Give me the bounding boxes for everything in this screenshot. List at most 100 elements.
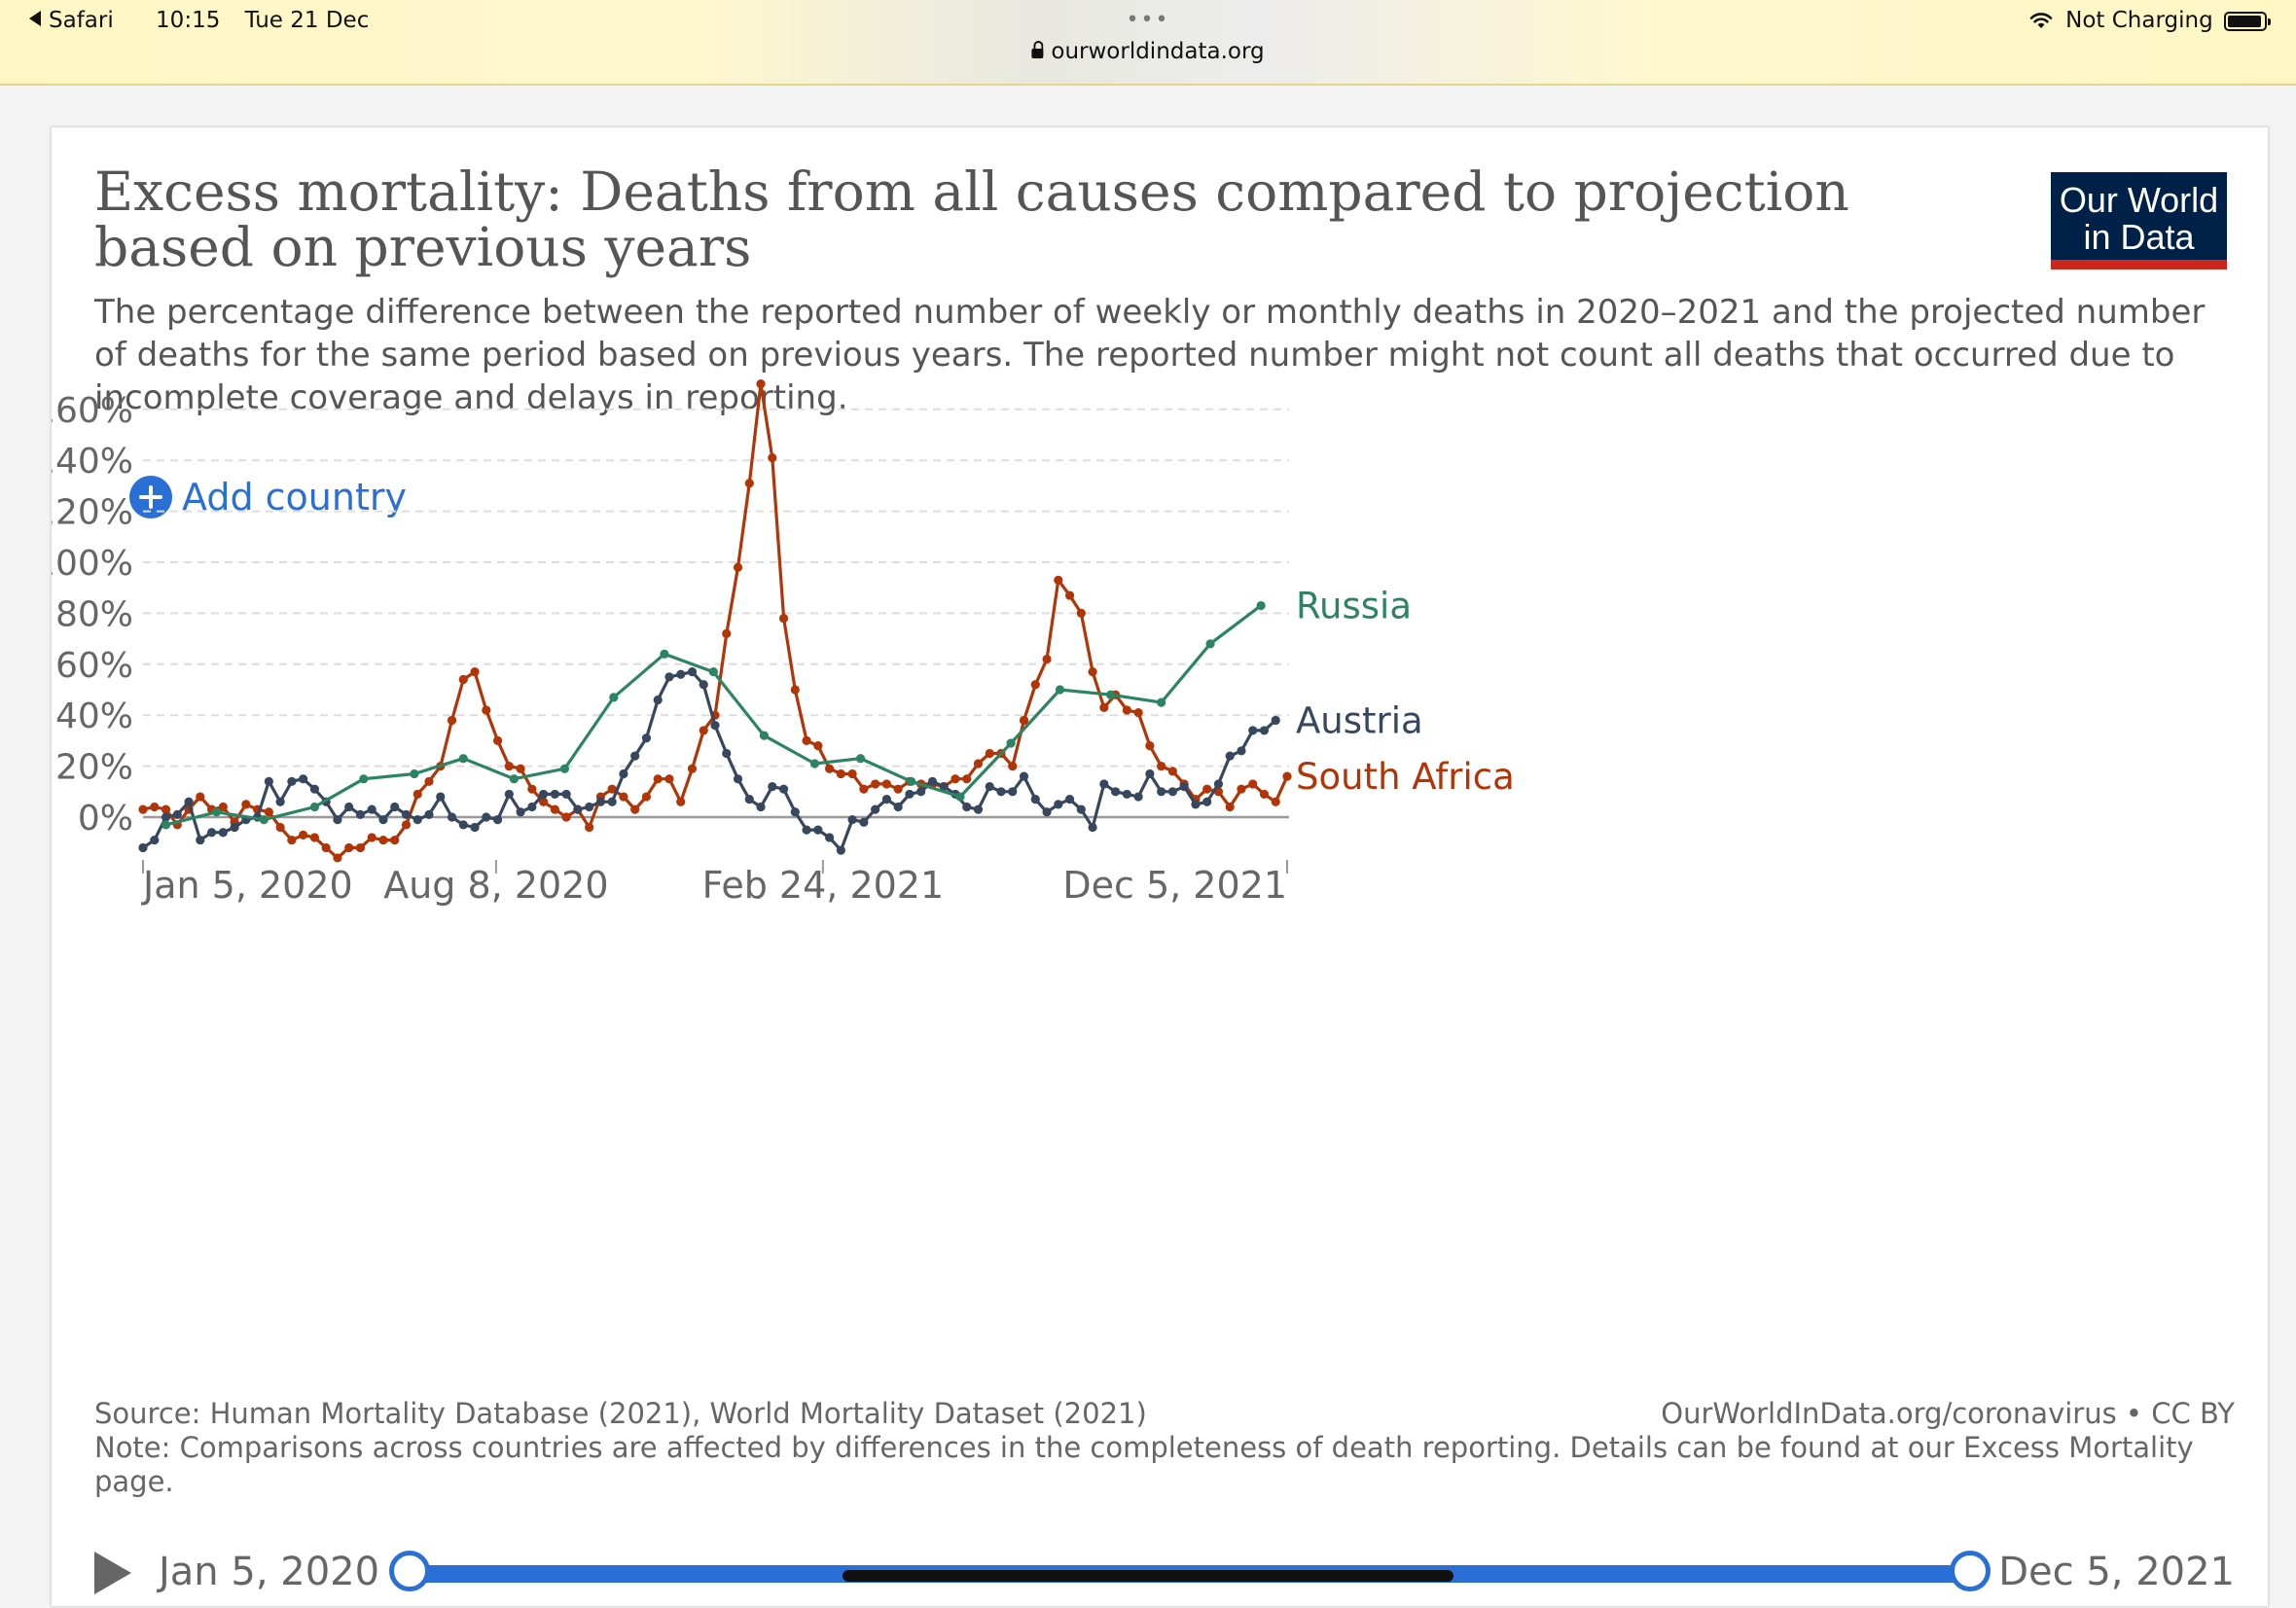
data-point bbox=[367, 804, 377, 814]
data-point bbox=[436, 792, 446, 802]
data-point bbox=[973, 759, 984, 768]
data-point bbox=[355, 809, 366, 819]
y-tick-label: 160% bbox=[52, 391, 133, 431]
data-point bbox=[1157, 787, 1166, 797]
data-point bbox=[619, 792, 628, 802]
data-point bbox=[996, 787, 1006, 797]
data-point bbox=[161, 812, 171, 822]
data-point bbox=[676, 797, 686, 806]
data-point bbox=[836, 768, 845, 779]
data-point bbox=[955, 792, 965, 802]
back-to-app-link[interactable]: Safari bbox=[29, 8, 131, 33]
data-point bbox=[401, 809, 412, 819]
data-point bbox=[218, 828, 228, 838]
data-point bbox=[881, 795, 892, 804]
data-point bbox=[847, 815, 857, 825]
data-point bbox=[527, 784, 537, 794]
data-point bbox=[196, 792, 205, 802]
data-point bbox=[733, 774, 743, 784]
data-point bbox=[641, 792, 652, 802]
data-point bbox=[275, 822, 285, 833]
data-point bbox=[1019, 771, 1029, 781]
timeline-slider[interactable]: Jan 5, 2020 Dec 5, 2021 bbox=[94, 1530, 2235, 1608]
chart-legend: South Africa Austria Russia bbox=[1296, 586, 1515, 799]
timeline-start-handle[interactable] bbox=[389, 1551, 430, 1591]
timeline-end-label: Dec 5, 2021 bbox=[1998, 1550, 2235, 1594]
data-point bbox=[1042, 654, 1052, 664]
data-point bbox=[1271, 715, 1280, 726]
source-text: Source: Human Mortality Database (2021),… bbox=[94, 1397, 1147, 1430]
data-point bbox=[287, 835, 297, 845]
data-point bbox=[687, 667, 698, 677]
data-point bbox=[1225, 802, 1235, 812]
data-point bbox=[333, 853, 342, 863]
data-point bbox=[458, 674, 468, 685]
address-bar[interactable]: ourworldindata.org bbox=[1031, 39, 1265, 64]
data-point bbox=[184, 797, 194, 806]
data-point bbox=[355, 842, 366, 853]
data-point bbox=[447, 812, 457, 822]
data-point bbox=[1019, 715, 1029, 726]
timeline-end-handle[interactable] bbox=[1950, 1551, 1991, 1591]
data-point bbox=[259, 815, 269, 825]
data-point bbox=[1145, 741, 1155, 751]
home-indicator[interactable] bbox=[843, 1570, 1453, 1582]
attribution-link[interactable]: OurWorldInData.org/coronavirus • CC BY bbox=[1661, 1397, 2235, 1430]
y-tick-label: 120% bbox=[52, 493, 133, 533]
data-point bbox=[470, 822, 480, 833]
back-arrow-icon bbox=[29, 11, 41, 26]
series-austria bbox=[138, 667, 1280, 855]
data-point bbox=[927, 776, 938, 786]
data-point bbox=[825, 764, 835, 773]
data-point bbox=[212, 807, 222, 817]
data-point bbox=[138, 842, 148, 853]
x-axis: Jan 5, 2020 Aug 8, 2020 Feb 24, 2021 Dec 5,… bbox=[141, 860, 1288, 907]
play-icon[interactable] bbox=[94, 1552, 131, 1594]
data-point bbox=[150, 835, 160, 845]
data-point bbox=[299, 774, 308, 784]
data-point bbox=[687, 764, 698, 773]
data-point bbox=[482, 705, 491, 715]
data-point bbox=[1006, 738, 1016, 748]
data-point bbox=[1248, 726, 1258, 735]
data-point bbox=[825, 833, 835, 842]
tab-menu-dots-icon[interactable]: ••• bbox=[1126, 8, 1170, 32]
data-point bbox=[359, 774, 369, 784]
data-point bbox=[881, 779, 892, 789]
data-point bbox=[1157, 697, 1166, 707]
data-point bbox=[676, 669, 686, 679]
battery-status-text: Not Charging bbox=[2065, 8, 2213, 33]
data-point bbox=[859, 817, 869, 827]
data-point bbox=[138, 804, 148, 814]
chart-footer: Source: Human Mortality Database (2021),… bbox=[94, 1397, 2235, 1499]
data-point bbox=[768, 452, 777, 463]
data-point bbox=[813, 825, 823, 835]
data-point bbox=[1167, 767, 1177, 776]
lock-icon bbox=[1031, 41, 1044, 58]
battery-fill bbox=[2228, 16, 2262, 27]
data-point bbox=[1042, 807, 1052, 817]
data-point bbox=[573, 804, 583, 814]
data-point bbox=[1282, 771, 1292, 781]
status-right: Not Charging bbox=[2029, 8, 2271, 33]
data-point bbox=[559, 764, 570, 773]
data-point bbox=[653, 695, 663, 705]
data-point bbox=[790, 685, 800, 695]
data-point bbox=[1133, 792, 1143, 802]
data-point bbox=[424, 776, 434, 786]
owid-logo[interactable]: Our World in Data bbox=[2051, 172, 2227, 269]
chart-subtitle: The percentage difference between the re… bbox=[94, 293, 2206, 417]
status-left: Safari 10:15 Tue 21 Dec bbox=[29, 8, 386, 33]
y-axis-ticks: 0% 20% 40% 60% 80% 100% 120% 140% 160% bbox=[52, 391, 133, 839]
back-app-label: Safari bbox=[49, 8, 114, 33]
data-point bbox=[759, 731, 770, 740]
data-point bbox=[756, 802, 766, 812]
data-point bbox=[196, 835, 205, 845]
data-point bbox=[699, 726, 708, 735]
data-point bbox=[1030, 795, 1040, 804]
data-point bbox=[1213, 779, 1224, 789]
data-point bbox=[630, 804, 640, 814]
data-point bbox=[367, 833, 377, 842]
y-tick-label: 80% bbox=[55, 594, 133, 634]
data-point bbox=[1099, 702, 1109, 712]
